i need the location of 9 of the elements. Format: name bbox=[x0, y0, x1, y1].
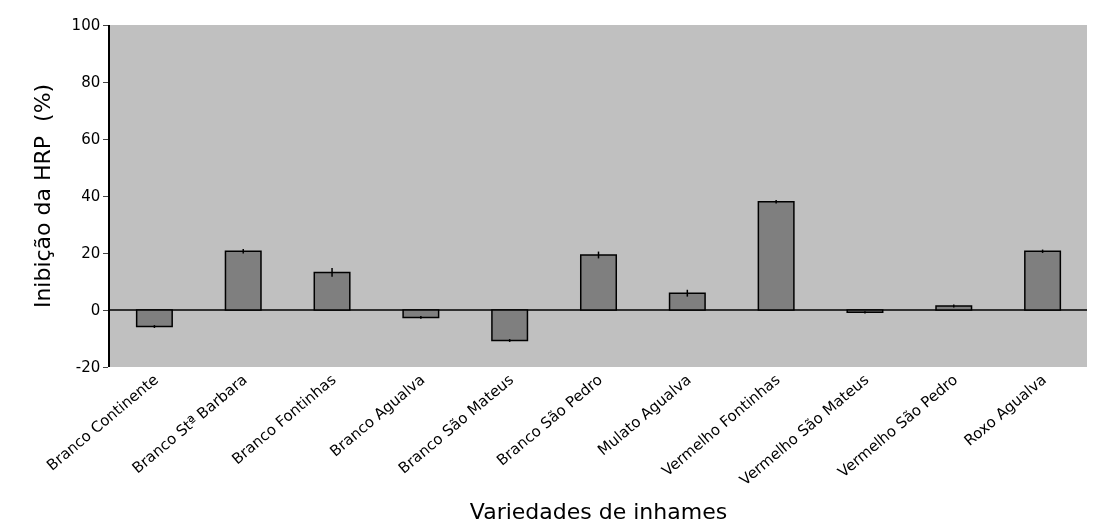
y-tick-label: 20 bbox=[81, 244, 101, 263]
x-axis-title: Variedades de inhames bbox=[469, 498, 728, 524]
y-tick-label: 100 bbox=[71, 16, 101, 35]
y-tick-label: 80 bbox=[81, 73, 101, 92]
y-tick-label: 60 bbox=[81, 130, 101, 149]
y-tick-label: 40 bbox=[81, 187, 101, 206]
y-tick-label: -20 bbox=[75, 358, 101, 377]
y-axis-title: Inibição da HRP (%) bbox=[29, 83, 55, 309]
y-tick-label: 0 bbox=[90, 301, 101, 320]
